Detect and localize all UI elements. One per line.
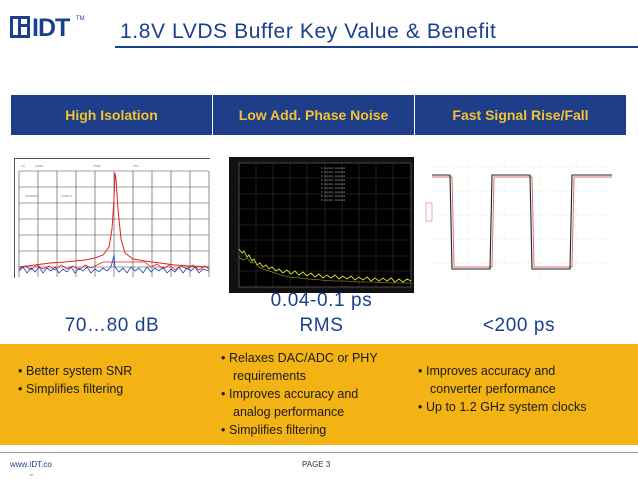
- svg-text:6 xxxxxx xxxxxxx: 6 xxxxxx xxxxxxx: [321, 186, 346, 190]
- footer-url-continuation: m: [30, 472, 34, 477]
- phase-noise-value-line2: RMS: [299, 315, 344, 336]
- phase-noise-plot: 1 xxxxxx xxxxxxx 2 xxxxxx xxxxxxx 3 xxxxx…: [229, 157, 414, 293]
- svg-text:3 xxxxxx xxxxxxx: 3 xxxxxx xxxxxxx: [321, 174, 346, 178]
- footer-divider: [0, 452, 638, 453]
- phase-noise-value: 0.04-0.1 ps RMS: [229, 288, 414, 338]
- isolation-value: 70…80 dB: [64, 315, 160, 336]
- header-fast-rise-fall: Fast Signal Rise/Fall: [452, 107, 589, 123]
- svg-text:5000000: 5000000: [25, 194, 38, 198]
- column-header-band: High Isolation Low Add. Phase Noise Fast…: [11, 95, 626, 135]
- isolation-benefits: Better system SNR Simplifies filtering: [18, 362, 208, 398]
- page-number: PAGE 3: [302, 460, 331, 469]
- bullet-item: Better system SNR: [18, 362, 208, 380]
- idt-logo-mark-icon: [10, 16, 30, 38]
- svg-text:4096: 4096: [35, 164, 43, 168]
- header-high-isolation: High Isolation: [11, 95, 213, 135]
- slide-title: 1.8V LVDS Buffer Key Value & Benefit: [120, 20, 497, 43]
- svg-text:1 xxxxxx xxxxxxx: 1 xxxxxx xxxxxxx: [321, 166, 346, 170]
- spectrum-plot-icon: Ch 4096 1580 2Hz 5000000 1580.0: [15, 159, 211, 279]
- title-divider: [115, 46, 638, 48]
- svg-text:9 xxxxxx xxxxxxx: 9 xxxxxx xxxxxxx: [321, 198, 346, 202]
- bullet-item: Up to 1.2 GHz system clocks: [418, 398, 633, 416]
- svg-text:1580: 1580: [93, 164, 101, 168]
- svg-text:7 xxxxxx xxxxxxx: 7 xxxxxx xxxxxxx: [321, 190, 346, 194]
- svg-text:2Hz: 2Hz: [133, 164, 139, 168]
- svg-text:1580.0: 1580.0: [61, 194, 72, 198]
- rise-fall-waveform-plot: [424, 157, 614, 284]
- logo-trademark: TM: [76, 16, 85, 22]
- footer-url[interactable]: www.IDT.co: [10, 460, 52, 469]
- svg-text:2 xxxxxx xxxxxxx: 2 xxxxxx xxxxxxx: [321, 170, 346, 174]
- idt-logo: IDT TM: [10, 14, 85, 42]
- phase-noise-value-line1: 0.04-0.1 ps: [270, 290, 373, 311]
- bullet-item: Simplifies filtering: [18, 380, 208, 398]
- benefits-band: Better system SNR Simplifies filtering R…: [0, 344, 638, 445]
- rise-fall-value: <200 ps: [482, 315, 556, 336]
- header-low-phase-noise: Low Add. Phase Noise: [213, 95, 415, 135]
- square-wave-plot-icon: [424, 157, 614, 284]
- bullet-item: Simplifies filtering: [221, 421, 416, 439]
- svg-text:Ch: Ch: [21, 164, 25, 168]
- svg-text:5 xxxxxx xxxxxxx: 5 xxxxxx xxxxxxx: [321, 182, 346, 186]
- svg-text:4 xxxxxx xxxxxxx: 4 xxxxxx xxxxxxx: [321, 178, 346, 182]
- svg-text:8 xxxxxx xxxxxxx: 8 xxxxxx xxxxxxx: [321, 194, 346, 198]
- logo-text: IDT: [32, 14, 70, 42]
- isolation-spectrum-plot: Ch 4096 1580 2Hz 5000000 1580.0: [14, 158, 211, 279]
